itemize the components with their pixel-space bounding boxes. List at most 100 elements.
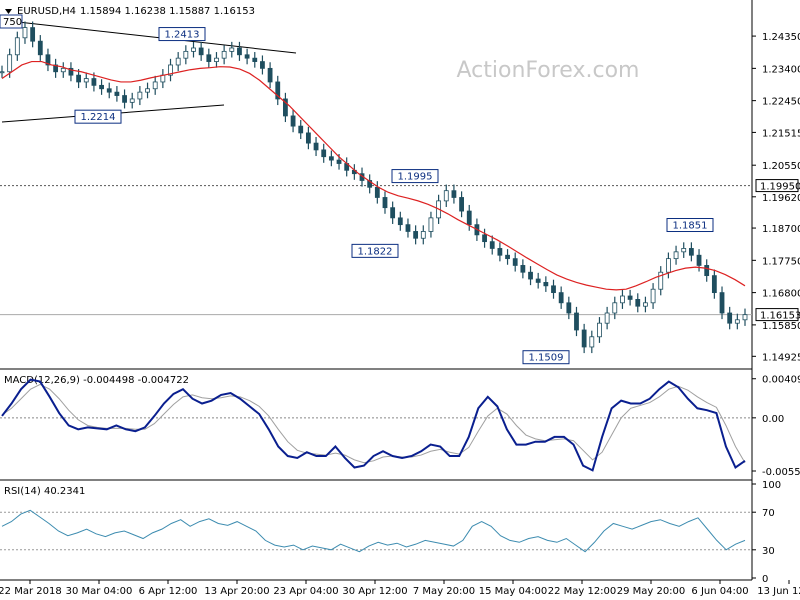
time-tick-label: 22 Mar 2018 [0,586,62,597]
candle-body [451,190,457,198]
candle-body [145,88,150,93]
candle-body [520,265,526,273]
time-tick-label: 6 Jun 04:00 [691,586,748,597]
annotation-label: 1.2413 [165,30,200,41]
candle-body [543,282,549,287]
candle-body [489,241,495,249]
rsi-layer: 100 70 30 0 [0,480,781,585]
candle-body [497,248,503,256]
candle-body [321,149,327,158]
dropdown-icon[interactable] [5,9,12,14]
candle-body [589,336,595,348]
candle-body [168,64,173,76]
header-symbol: EURUSD,H4 [17,6,76,17]
candle-body [60,67,66,73]
price-tick-label: 1.17750 [762,256,800,267]
rsi-line [1,509,746,553]
axis-price-tag-box [755,179,799,193]
price-tick-label: 1.21515 [762,128,800,139]
candle-body [466,210,472,226]
time-axis: 22 Mar 2018 30 Mar 04:00 6 Apr 12:00 13 Apr… [0,580,800,597]
candle-body [390,207,396,219]
candle-body [397,217,403,226]
candle-body [22,27,28,39]
annotation-box [391,169,439,184]
rsi-title: RSI(14) 40.2341 [4,486,85,497]
time-tick-label: 29 May 20:00 [617,586,686,597]
candle-body [221,50,227,59]
candle-body [76,74,81,83]
candle-body [650,288,656,304]
axis-price-tag: 1.19950 [755,179,800,193]
axis-price-tag-label: 1.16153 [760,311,800,322]
price-tick-label: 1.14925 [762,352,800,363]
macd-line [1,378,746,472]
candle-body [459,197,464,212]
header-ohlc: 1.15894 1.16238 1.15887 1.16153 [80,6,255,17]
candle-body [658,271,664,290]
candle-body [114,91,120,96]
price-tick-label: 1.15850 [762,321,800,332]
annotation-box [522,350,570,365]
candle-body [229,47,235,52]
candle-body [0,71,5,74]
candle-body [688,248,694,256]
candles-layer [0,21,748,354]
annotation-box [74,109,122,124]
price-tick-label: 1.19620 [762,193,800,204]
macd-tick-label: 0.004094 [762,375,800,386]
candle-body [734,319,740,324]
candle-body [30,27,36,42]
candle-body [727,312,733,324]
candle-body [305,132,311,144]
candle-body [152,81,158,90]
rsi-tick-label: 100 [762,480,781,491]
annotation-box [158,27,206,42]
annotation-label: 1.2214 [81,112,116,123]
candle-body [535,278,541,283]
candle-body [413,231,419,239]
candle-body [574,312,579,331]
candle-body [198,47,204,56]
price-tick-label: 1.23400 [762,64,800,75]
candle-body [298,125,304,134]
candle-body [612,302,618,314]
axis-price-tag-label: 1.19950 [760,182,800,193]
price-tick-label: 1.16800 [762,289,800,300]
candle-body [367,180,373,188]
time-tick-label: 13 Apr 20:00 [204,586,269,597]
candle-body [206,54,212,62]
annotation-box [351,243,399,258]
candle-body [420,231,426,239]
candle-body [551,285,556,294]
candle-body [68,67,74,76]
candle-body [604,312,610,324]
resistance-trendline [17,21,297,54]
candle-body [620,295,625,304]
price-tick-label: 1.18700 [762,224,800,235]
annotation-label: 1.1822 [358,246,393,257]
candle-body [627,295,633,300]
candle-body [175,57,181,66]
candle-body [635,299,641,307]
candle-body [91,78,97,86]
candle-body [275,81,281,100]
ma-layer [1,60,746,291]
candle-body [374,186,380,198]
price-axis: 1.24350 1.23400 1.22450 1.21515 1.20550 1.196… [752,32,800,363]
price-tick-label: 1.24350 [762,32,800,43]
candle-body [512,258,518,266]
candle-body [191,47,196,52]
annotation-label: 1.1509 [529,353,564,364]
axis-price-tag-box [755,308,799,322]
candle-body [696,254,702,266]
corner-label-box [0,14,23,29]
candle-body [505,254,510,260]
rsi-tick-label: 0 [762,574,768,585]
candle-body [581,329,587,348]
candle-body [704,265,710,277]
candle-body [443,190,449,202]
candle-body [428,217,434,232]
candle-body [313,142,319,151]
